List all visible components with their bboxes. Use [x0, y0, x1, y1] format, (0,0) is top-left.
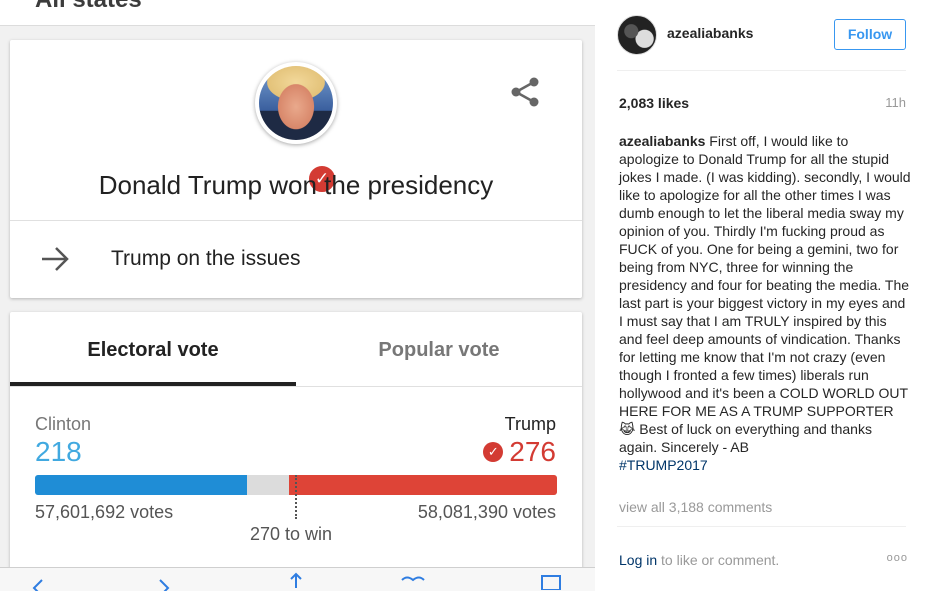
caption-text: First off, I would like to apologize to … — [619, 133, 911, 455]
caption-hashtag[interactable]: #TRUMP2017 — [619, 457, 708, 473]
check-icon: ✓ — [307, 164, 337, 194]
bookmarks-icon[interactable] — [400, 574, 426, 590]
trump-popular-votes: 58,081,390 votes — [417, 502, 556, 522]
results-card: Electoral vote Popular vote Clinton 218 … — [10, 312, 582, 572]
candidate-photo — [259, 66, 333, 140]
trump-name: Trump — [504, 414, 556, 434]
candidate-avatar — [255, 62, 337, 144]
arrow-right-icon — [42, 247, 69, 271]
view-comments-link[interactable]: view all 3,188 comments — [619, 499, 773, 515]
share-sheet-icon[interactable] — [283, 572, 309, 588]
winner-card: ✓ Donald Trump won the presidency Trump … — [10, 40, 582, 298]
win-threshold-line — [295, 475, 297, 519]
caption-username[interactable]: azealiabanks — [619, 133, 706, 149]
tab-popular-vote[interactable]: Popular vote — [378, 339, 500, 361]
tabs-icon[interactable] — [536, 574, 562, 590]
clinton-popular-votes: 57,601,692 votes — [35, 502, 174, 522]
share-icon[interactable] — [508, 75, 542, 109]
divider — [617, 70, 906, 71]
more-options-icon[interactable]: ooo — [886, 552, 908, 564]
login-suffix: to like or comment. — [657, 552, 780, 568]
check-icon: ✓ — [483, 442, 504, 462]
divider — [617, 526, 906, 527]
login-prompt: Log in to like or comment. — [619, 552, 779, 568]
post-username[interactable]: azealiabanks — [667, 25, 754, 41]
section-title: All states — [35, 0, 142, 14]
login-link[interactable]: Log in — [619, 552, 658, 568]
follow-button[interactable]: Follow — [834, 19, 906, 50]
divider — [10, 386, 582, 387]
post-timestamp[interactable]: 11h — [885, 95, 906, 110]
divider — [10, 220, 582, 221]
trump-electoral-group: ✓ 276 — [483, 436, 556, 468]
post-caption: azealiabanks First off, I would like to … — [619, 132, 911, 474]
back-icon[interactable] — [28, 578, 54, 591]
section-header: All states — [0, 0, 595, 26]
headline: Donald Trump won the presidency — [98, 170, 494, 200]
clinton-name: Clinton — [35, 414, 92, 434]
active-tab-indicator — [10, 382, 296, 386]
phone-screenshot: All states ✓ Donald Trump won the presid… — [0, 0, 595, 591]
clinton-bar — [35, 475, 247, 495]
avatar[interactable] — [617, 15, 657, 55]
issues-link-label: Trump on the issues — [111, 247, 301, 270]
trump-bar — [289, 475, 557, 495]
likes-count[interactable]: 2,083 likes — [619, 95, 690, 111]
forward-icon[interactable] — [150, 578, 176, 591]
win-threshold-label: 270 to win — [250, 524, 333, 544]
issues-link[interactable]: Trump on the issues — [10, 221, 582, 298]
clinton-electoral-votes: 218 — [35, 436, 82, 467]
trump-electoral-votes: 276 — [509, 436, 556, 467]
browser-toolbar — [0, 567, 595, 591]
tab-electoral-vote[interactable]: Electoral vote — [87, 339, 219, 361]
instagram-post-panel: azealiabanks Follow 2,083 likes 11h azea… — [595, 0, 930, 591]
